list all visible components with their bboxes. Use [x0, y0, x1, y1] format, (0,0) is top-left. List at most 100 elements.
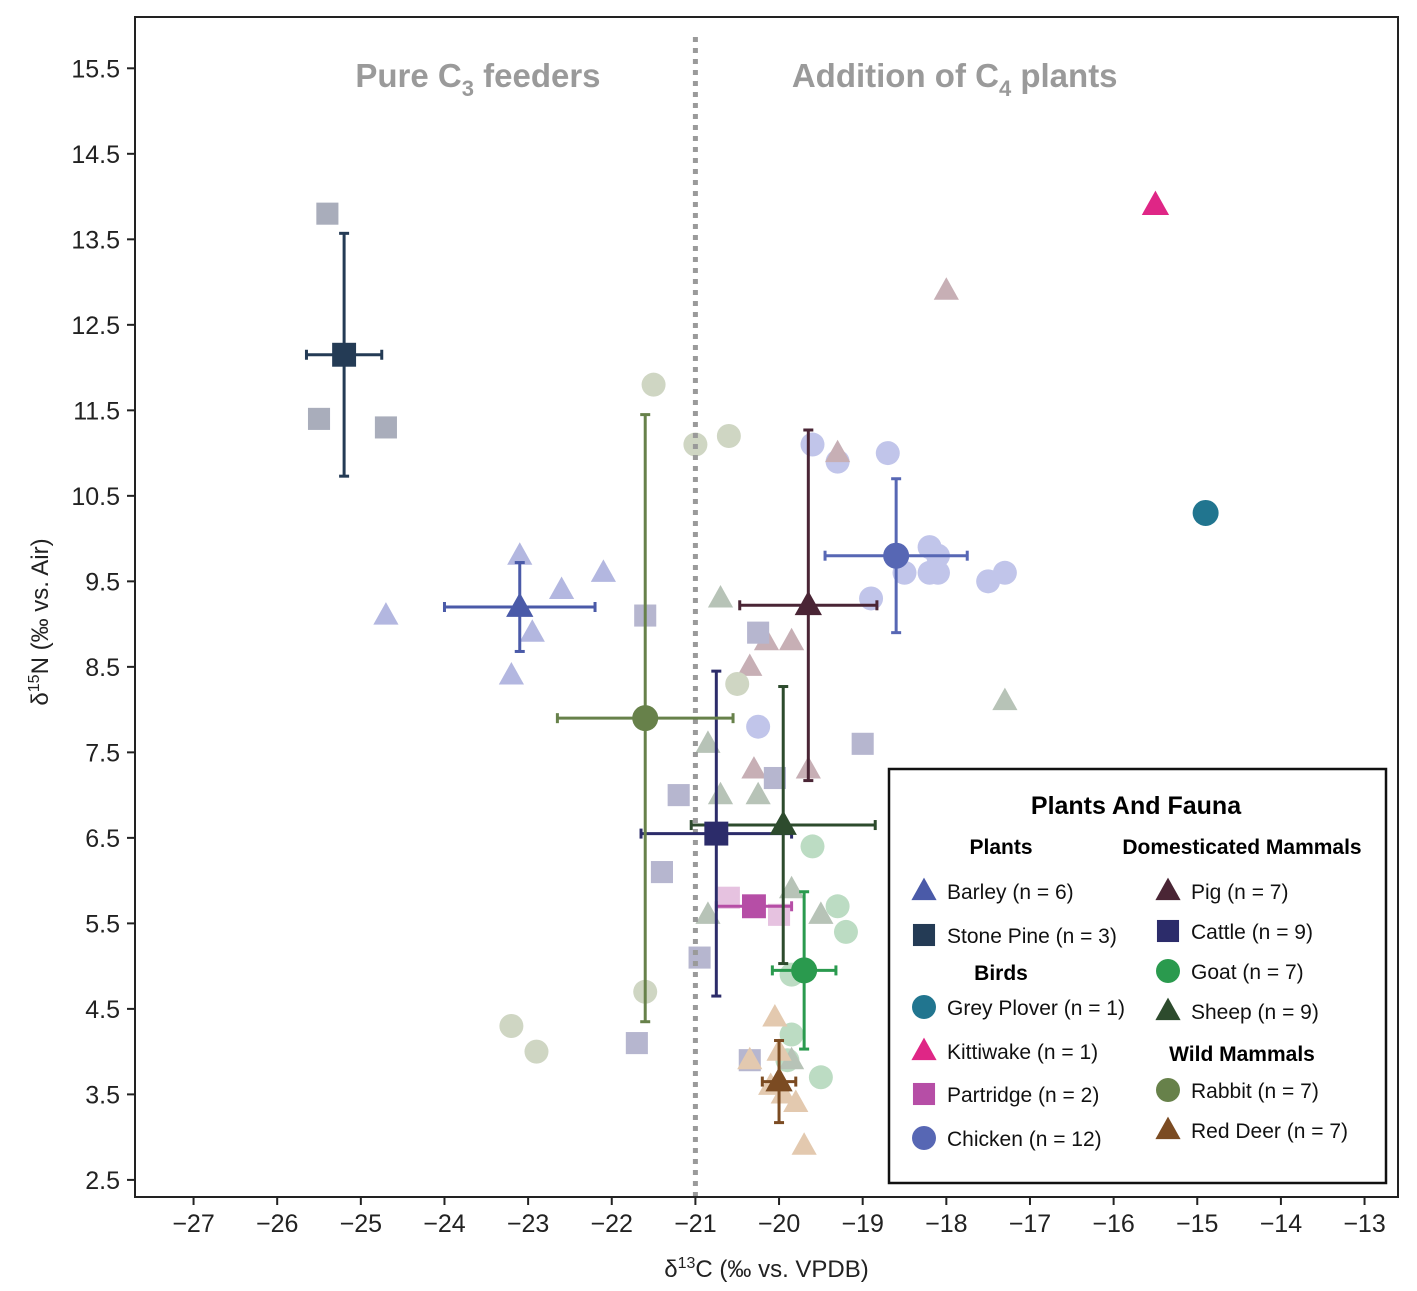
- legend-heading-wild: Wild Mammals: [1169, 1043, 1315, 1066]
- sheep-point: [778, 875, 805, 899]
- red-deer-mean-marker: [765, 1067, 793, 1092]
- partridge-point: [717, 886, 740, 909]
- legend-marker-rabbit: [1156, 1078, 1180, 1102]
- goat-mean-marker: [791, 957, 818, 984]
- x-tick-label: −22: [591, 1210, 633, 1238]
- grey-plover-point: [1192, 499, 1219, 526]
- y-tick-label: 8.5: [85, 654, 120, 682]
- barley-point: [548, 576, 575, 599]
- region-label-c3: Pure C3 feeders: [355, 57, 600, 101]
- legend-heading-birds: Birds: [974, 962, 1028, 985]
- legend-label-red-deer: Red Deer (n = 7): [1191, 1120, 1348, 1143]
- pig-point: [737, 653, 763, 676]
- legend-label-barley: Barley (n = 6): [947, 881, 1074, 904]
- legend-marker-stone-pine: [912, 923, 936, 947]
- legend-marker-grey-plover: [912, 995, 936, 1019]
- legend-heading-plants: Plants: [969, 836, 1032, 859]
- rabbit-point: [499, 1013, 524, 1038]
- legend-label-chicken: Chicken (n = 12): [947, 1128, 1102, 1151]
- y-tick-label: 12.5: [71, 312, 120, 340]
- rabbit-point: [716, 423, 741, 448]
- legend-label-pig: Pig (n = 7): [1191, 881, 1288, 904]
- x-tick-label: −16: [1092, 1210, 1134, 1238]
- axes-layer: −27 −26 −25 −24 −23 −22 −21 −20 −19 −18 −17 −16 −15 −…: [71, 55, 1385, 1238]
- legend-label-goat: Goat (n = 7): [1191, 961, 1304, 984]
- sheep-point: [707, 585, 734, 608]
- pig-mean-marker: [794, 590, 822, 616]
- chicken-point: [875, 441, 900, 466]
- legend-heading-domesticated: Domesticated Mammals: [1122, 836, 1361, 859]
- region-label-c4: Addition of C4 plants: [792, 57, 1118, 101]
- y-tick-label: 3.5: [85, 1081, 120, 1109]
- barley-mean-marker: [506, 592, 534, 617]
- x-tick-label: −19: [841, 1210, 883, 1238]
- x-tick-label: −13: [1343, 1210, 1385, 1238]
- red-deer-point: [762, 1004, 788, 1027]
- kittiwake-point: [1141, 190, 1170, 215]
- legend-label-rabbit: Rabbit (n = 7): [1191, 1080, 1319, 1103]
- x-tick-label: −25: [340, 1210, 382, 1238]
- stone-pine-point: [307, 407, 331, 430]
- stone-pine-mean-marker: [332, 342, 357, 367]
- barley-point: [519, 619, 545, 642]
- x-tick-label: −24: [423, 1210, 466, 1238]
- region-labels-layer: Pure C3 feeders Addition of C4 plants: [355, 57, 1117, 101]
- legend-label-stone-pine: Stone Pine (n = 3): [947, 925, 1117, 948]
- cattle-point: [747, 621, 770, 644]
- y-tick-label: 15.5: [71, 55, 120, 83]
- y-tick-label: 5.5: [85, 910, 120, 938]
- chicken-mean-marker: [883, 542, 910, 569]
- x-tick-label: −26: [256, 1210, 298, 1238]
- y-tick-label: 11.5: [73, 397, 120, 425]
- cattle-mean-marker: [704, 821, 729, 846]
- chicken-point: [992, 560, 1017, 585]
- stone-pine-point: [316, 202, 339, 225]
- chicken-point: [746, 714, 771, 739]
- chicken-point: [800, 432, 825, 457]
- x-tick-label: −18: [925, 1210, 967, 1238]
- x-tick-label: −21: [674, 1210, 716, 1238]
- cattle-point: [851, 732, 874, 755]
- legend-marker-goat: [1156, 959, 1180, 983]
- x-tick-label: −17: [1009, 1210, 1051, 1238]
- cattle-point: [625, 1032, 648, 1055]
- y-tick-label: 13.5: [71, 226, 120, 254]
- pig-point: [824, 439, 851, 463]
- legend-box: [887, 767, 1388, 1185]
- legend-marker-red-deer: [1155, 1116, 1181, 1140]
- x-tick-label: −15: [1176, 1210, 1218, 1238]
- pig-point: [778, 627, 805, 651]
- legend-label-partridge: Partridge (n = 2): [947, 1084, 1099, 1107]
- pig-point: [741, 756, 767, 779]
- legend-title: Plants And Fauna: [1031, 792, 1242, 820]
- barley-point: [498, 662, 524, 685]
- partridge-mean-marker: [741, 894, 766, 919]
- stone-pine-point: [374, 416, 397, 439]
- red-deer-point: [737, 1046, 763, 1070]
- rabbit-point: [725, 671, 750, 696]
- red-deer-point: [791, 1132, 817, 1155]
- goat-point: [808, 1065, 833, 1090]
- chicken-point: [859, 586, 884, 611]
- legend-marker-sheep: [1155, 997, 1181, 1021]
- y-tick-label: 2.5: [85, 1167, 120, 1195]
- sheep-point: [707, 781, 734, 805]
- rabbit-mean-marker: [632, 705, 659, 732]
- legend-marker-chicken: [912, 1126, 936, 1150]
- goat-point: [779, 1022, 804, 1047]
- mean-markers-layer: [332, 190, 1219, 1092]
- legend-label-sheep: Sheep (n = 9): [1191, 1001, 1319, 1024]
- y-tick-label: 9.5: [85, 568, 120, 596]
- y-tick-label: 4.5: [85, 996, 120, 1024]
- pig-point: [933, 277, 959, 300]
- rabbit-point: [524, 1039, 549, 1064]
- sheep-point: [695, 901, 721, 924]
- legend-label-kittiwake: Kittiwake (n = 1): [947, 1041, 1098, 1064]
- cattle-point: [688, 946, 711, 969]
- sheep-point: [695, 730, 721, 753]
- sheep-point: [778, 1046, 805, 1070]
- x-tick-label: −14: [1260, 1210, 1303, 1238]
- legend-marker-pig: [1155, 877, 1181, 901]
- sheep-mean-marker: [769, 810, 797, 835]
